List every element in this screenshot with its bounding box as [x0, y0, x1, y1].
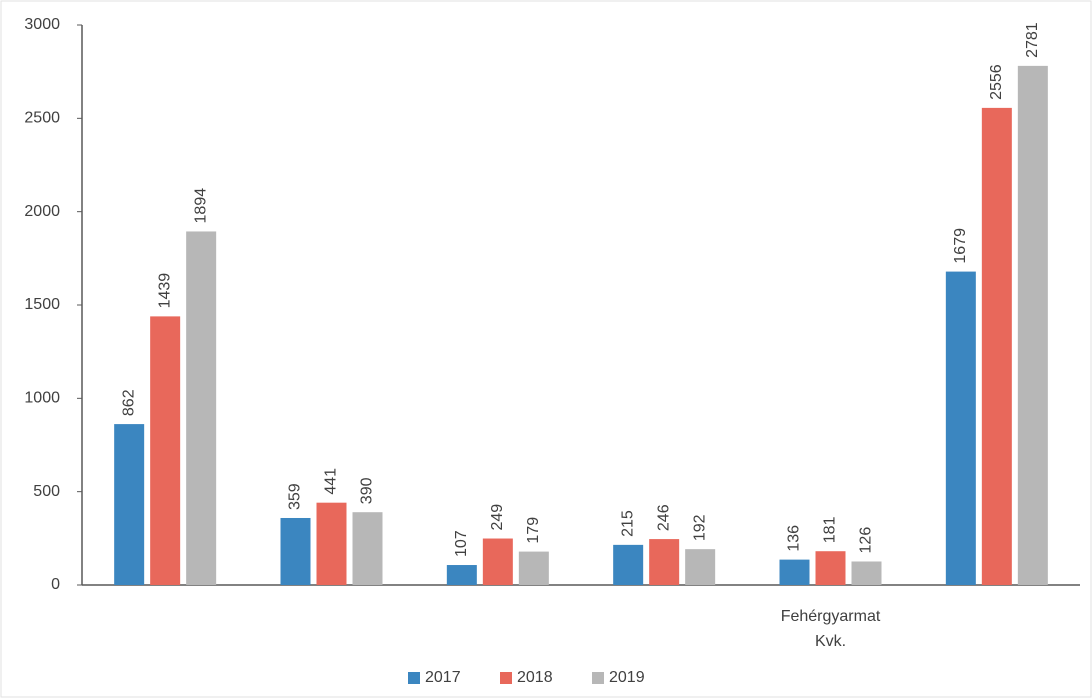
bar — [482, 538, 513, 585]
y-tick-label: 500 — [33, 483, 60, 500]
bar — [114, 424, 145, 585]
data-label: 862 — [120, 389, 137, 416]
data-label: 249 — [489, 504, 506, 531]
bar — [613, 544, 644, 585]
bar — [280, 517, 311, 585]
data-label: 246 — [655, 504, 672, 531]
y-tick-label: 3000 — [24, 16, 60, 33]
data-label: 441 — [323, 468, 340, 495]
data-label: 2781 — [1024, 22, 1041, 58]
bar — [316, 502, 347, 585]
data-label: 136 — [786, 525, 803, 552]
bar — [779, 559, 810, 585]
data-label: 192 — [691, 514, 708, 541]
bar — [851, 561, 882, 585]
bar — [981, 107, 1012, 585]
legend-swatch — [408, 672, 420, 684]
bar — [1017, 65, 1048, 585]
y-tick-label: 1000 — [24, 390, 60, 407]
y-tick-label: 2000 — [24, 203, 60, 220]
x-tick-label-line: Kvk. — [815, 633, 846, 650]
y-tick-label: 2500 — [24, 110, 60, 127]
data-label: 1439 — [156, 273, 173, 309]
x-tick-label-line: Fehérgyarmat — [781, 608, 881, 625]
bar — [815, 551, 846, 585]
data-label: 179 — [525, 517, 542, 544]
data-label: 2556 — [988, 64, 1005, 100]
bar — [649, 539, 680, 585]
data-label: 1679 — [952, 228, 969, 264]
bar — [518, 551, 549, 585]
bar — [150, 316, 181, 585]
data-label: 215 — [619, 510, 636, 537]
data-label: 107 — [453, 530, 470, 557]
y-tick-label: 1500 — [24, 296, 60, 313]
data-label: 126 — [858, 527, 875, 554]
legend-label: 2017 — [425, 669, 461, 686]
legend-label: 2018 — [517, 669, 553, 686]
legend-swatch — [500, 672, 512, 684]
bar — [685, 549, 716, 585]
bar — [446, 565, 477, 585]
bar — [186, 231, 217, 585]
legend-label: 2019 — [609, 669, 645, 686]
data-label: 390 — [359, 477, 376, 504]
data-label: 1894 — [192, 188, 209, 224]
data-label: 181 — [822, 516, 839, 543]
y-tick-label: 0 — [51, 576, 60, 593]
bar — [352, 512, 383, 585]
x-tick-label: Fehérgyarmat Kvk. — [781, 608, 881, 650]
bar — [945, 271, 976, 585]
data-label: 359 — [287, 483, 304, 510]
legend-swatch — [592, 672, 604, 684]
